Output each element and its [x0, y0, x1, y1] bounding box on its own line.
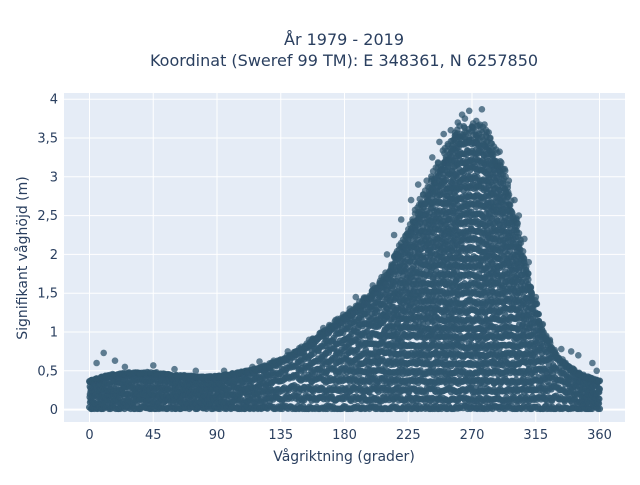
data-point	[507, 202, 514, 209]
data-point	[481, 121, 488, 128]
data-point	[506, 191, 513, 198]
